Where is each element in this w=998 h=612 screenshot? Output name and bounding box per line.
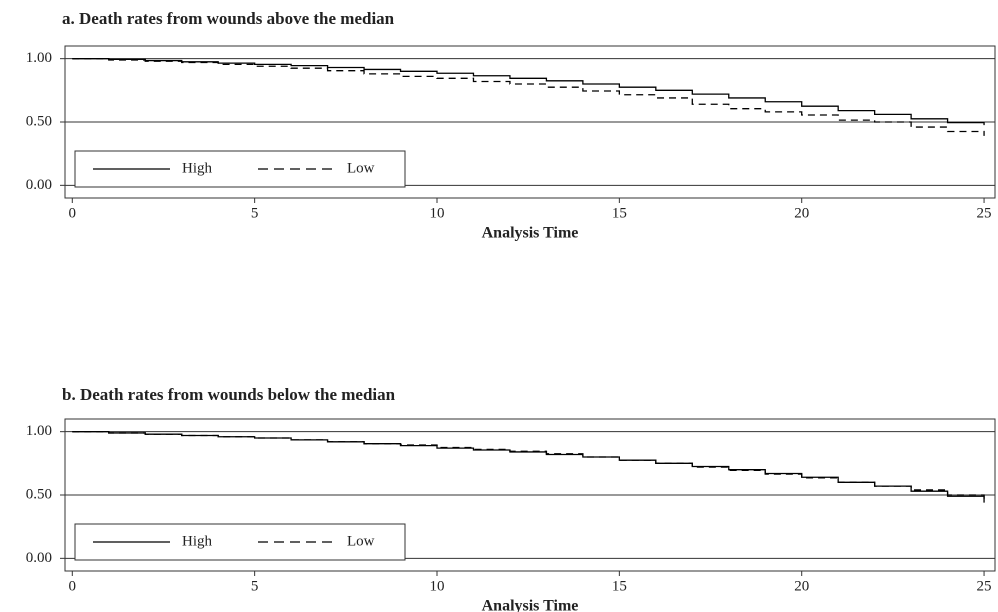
chart-title: b. Death rates from wounds below the med… (62, 385, 396, 404)
x-tick-label: 15 (612, 205, 627, 221)
survival-line (72, 58, 985, 126)
chart-title: a. Death rates from wounds above the med… (62, 9, 395, 28)
x-tick-label: 5 (251, 578, 259, 594)
x-tick-label: 25 (977, 205, 992, 221)
x-tick-label: 10 (430, 205, 445, 221)
y-tick-label: 0.50 (26, 486, 52, 502)
legend-label: High (182, 160, 213, 176)
x-tick-label: 10 (430, 578, 445, 594)
x-tick-label: 25 (977, 578, 992, 594)
x-tick-label: 0 (69, 578, 77, 594)
y-tick-label: 0.00 (26, 550, 52, 566)
y-tick-label: 1.00 (26, 423, 52, 439)
y-tick-label: 0.50 (26, 113, 52, 129)
legend-label: Low (347, 160, 375, 176)
x-tick-label: 20 (794, 205, 809, 221)
x-axis-label: Analysis Time (482, 598, 579, 612)
y-tick-label: 0.00 (26, 177, 52, 193)
x-tick-label: 15 (612, 578, 627, 594)
x-tick-label: 5 (251, 205, 259, 221)
survival-line (72, 431, 985, 503)
legend-label: Low (347, 533, 375, 549)
survival-line (72, 431, 985, 499)
survival-line (72, 58, 985, 136)
x-tick-label: 20 (794, 578, 809, 594)
legend-label: High (182, 533, 213, 549)
x-tick-label: 0 (69, 205, 77, 221)
x-axis-label: Analysis Time (482, 225, 579, 242)
y-tick-label: 1.00 (26, 50, 52, 66)
